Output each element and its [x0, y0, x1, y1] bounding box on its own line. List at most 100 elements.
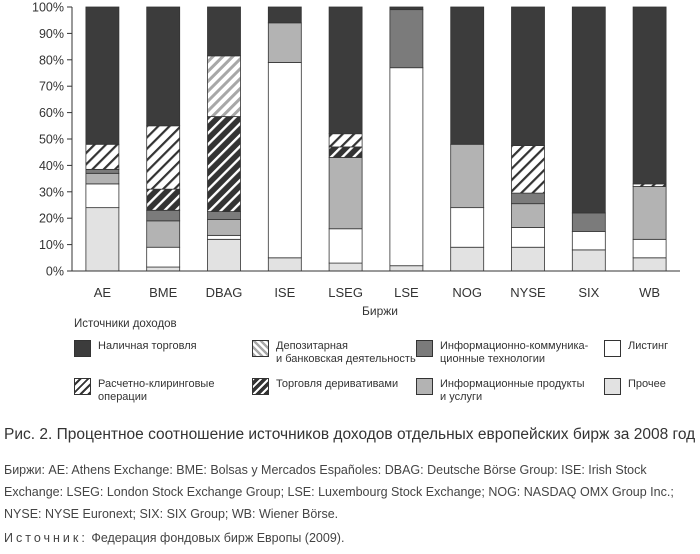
bar-segment: [511, 6, 545, 147]
bar-segment: [328, 262, 363, 272]
legend-item: Информационно-коммуника- ционные техноло…: [416, 340, 588, 366]
bar-segment: [632, 186, 667, 240]
bar-segment: [85, 143, 120, 170]
x-tick-label: LSEG: [328, 285, 363, 300]
bar-segment: [632, 6, 667, 185]
x-tick-label: ISE: [274, 285, 295, 300]
legend-title: Источники доходов: [74, 318, 177, 330]
legend-swatch: [604, 378, 621, 395]
bar-segment: [571, 230, 606, 251]
y-tick-label: 10%: [39, 238, 64, 252]
x-tick-label: SIX: [578, 285, 599, 300]
bar-segment: [571, 212, 606, 232]
bar-segment: [146, 125, 181, 190]
y-tick-label: 30%: [39, 185, 64, 199]
legend-label: Депозитарная и банковская деятельность: [276, 340, 416, 365]
legend-label: Информационно-коммуника- ционные техноло…: [440, 340, 589, 365]
x-tick-label: NYSE: [510, 285, 546, 300]
bar-segment: [632, 238, 667, 259]
bar-segment: [511, 246, 545, 272]
legend-swatch: [252, 340, 269, 357]
bar-segment: [267, 62, 302, 259]
legend-item: Расчетно-клиринговые операции: [74, 378, 214, 404]
exchange-notes: Биржи: AE: Athens Exchange: BME: Bolsas …: [4, 463, 674, 521]
bar-segment: [450, 246, 485, 272]
bar-segment: [571, 249, 606, 272]
bar-segment: [207, 6, 241, 57]
stacked-bar-chart: 0% 10% 20% 30% 40% 50% 60% 70% 80% 90% 100% AE BME D…: [32, 1, 680, 318]
bar-segment: [450, 207, 485, 248]
source-text: Федерация фондовых бирж Европы (2009).: [91, 531, 345, 545]
legend-swatch: [74, 378, 91, 395]
bars: [85, 6, 667, 272]
bar-segment: [207, 116, 241, 212]
legend-item: Информационные продукты и услуги: [416, 378, 585, 404]
x-tick-label: NOG: [452, 285, 482, 300]
bar-segment: [511, 227, 545, 248]
bar-segment: [267, 6, 302, 24]
source-line: Источник: Федерация фондовых бирж Европы…: [4, 531, 344, 545]
bar-segment: [571, 6, 606, 214]
bar-segment: [328, 146, 363, 158]
legend-item: Листинг: [604, 340, 668, 357]
legend: Источники доходов Наличная торговля Депоз…: [74, 318, 689, 416]
legend-item: Прочее: [604, 378, 666, 395]
legend-item: Наличная торговля: [74, 340, 197, 357]
bar-segment: [389, 9, 424, 69]
y-tick-label: 50%: [39, 133, 64, 147]
caption-prefix: Рис. 2.: [4, 426, 53, 443]
y-tick-label: 0%: [46, 265, 64, 279]
bar-segment: [146, 209, 181, 222]
bar-segment: [450, 143, 485, 209]
x-tick-label: DBAG: [206, 285, 243, 300]
bar-segment: [450, 6, 485, 145]
bar-segment: [267, 22, 302, 63]
x-tick-label: WB: [639, 285, 660, 300]
legend-label: Информационные продукты и услуги: [440, 378, 585, 403]
legend-swatch: [416, 340, 433, 357]
bar-segment: [328, 6, 363, 135]
bar-segment: [632, 257, 667, 272]
y-tick-label: 100%: [32, 1, 64, 15]
bar-segment: [85, 183, 120, 209]
bar-segment: [328, 133, 363, 148]
x-tick-label: AE: [94, 285, 112, 300]
x-axis-title: Биржи: [362, 304, 398, 318]
y-axis: 0% 10% 20% 30% 40% 50% 60% 70% 80% 90% 100%: [32, 1, 73, 279]
bar-segment: [146, 220, 181, 248]
x-tick-label: LSE: [394, 285, 419, 300]
bar-segment: [267, 257, 302, 272]
bar-segment: [146, 188, 181, 211]
bar-segment: [85, 207, 120, 272]
bar-segment: [85, 172, 120, 185]
bar-segment: [146, 246, 181, 268]
caption-text: Процентное соотношение источников доходо…: [56, 426, 696, 443]
legend-item: Депозитарная и банковская деятельность: [252, 340, 416, 366]
bar-segment: [207, 234, 241, 240]
legend-label: Листинг: [628, 340, 669, 352]
legend-swatch: [604, 340, 621, 357]
bar-segment: [207, 238, 241, 272]
legend-swatch: [74, 340, 91, 357]
bar-segment: [85, 168, 120, 174]
x-axis: AE BME DBAG ISE LSEG LSE NOG NYSE SIX WB: [72, 270, 680, 300]
legend-swatch: [416, 378, 433, 395]
bar-segment: [511, 145, 545, 194]
bar-segment: [146, 6, 181, 127]
source-label: Источник:: [4, 531, 88, 545]
bar-segment: [511, 192, 545, 205]
bar-segment: [389, 6, 424, 11]
bar-segment: [207, 211, 241, 220]
bar-segment: [207, 55, 241, 117]
legend-label: Прочее: [628, 378, 666, 390]
bar-segment: [328, 228, 363, 264]
legend-label: Торговля деривативами: [276, 378, 399, 390]
y-tick-label: 70%: [39, 80, 64, 94]
bar-segment: [389, 265, 424, 272]
bar-segment: [207, 219, 241, 236]
legend-label: Расчетно-клиринговые операции: [98, 378, 215, 403]
legend-item: Торговля деривативами: [252, 378, 398, 395]
bar-segment: [146, 266, 181, 272]
figure-caption: Рис. 2. Процентное соотношение источнико…: [4, 426, 695, 444]
legend-swatch: [252, 378, 269, 395]
